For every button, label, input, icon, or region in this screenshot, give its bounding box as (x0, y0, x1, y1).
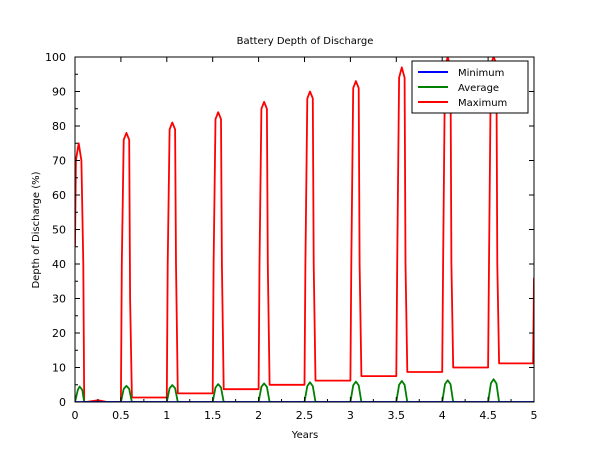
y-tick-label: 0 (59, 396, 66, 409)
series-line-maximum (75, 57, 534, 402)
x-tick-label: 2.5 (296, 409, 314, 422)
axes-layer: 0 0.5 1 1.5 2 2.5 3 3.5 4 4.5 50102030405060708090… (45, 51, 538, 422)
y-tick-label: 30 (52, 293, 66, 306)
y-tick-label: 90 (52, 86, 66, 99)
x-tick-label: 4.5 (479, 409, 497, 422)
x-tick-label: 4 (439, 409, 446, 422)
x-axis-title: Years (291, 430, 318, 441)
series-line-average (75, 378, 534, 402)
plot-layer (75, 57, 534, 402)
y-tick-label: 100 (45, 51, 66, 64)
x-tick-label: 5 (531, 409, 538, 422)
x-tick-label: 1.5 (204, 409, 222, 422)
x-tick-label: 2 (255, 409, 262, 422)
y-tick-label: 40 (52, 258, 66, 271)
y-tick-label: 70 (52, 155, 66, 168)
x-tick-label: 0 (72, 409, 79, 422)
x-tick-label: 3 (347, 409, 354, 422)
legend-label-minimum: Minimum (458, 68, 504, 79)
chart-title: Battery Depth of Discharge (237, 36, 374, 47)
y-tick-label: 60 (52, 189, 66, 202)
y-tick-label: 20 (52, 327, 66, 340)
legend: Minimum Average Maximum (411, 60, 529, 114)
y-axis-title: Depth of Discharge (%) (31, 171, 42, 288)
y-tick-label: 80 (52, 120, 66, 133)
y-tick-label: 10 (52, 362, 66, 375)
x-tick-label: 3.5 (388, 409, 406, 422)
x-tick-label: 1 (163, 409, 170, 422)
y-tick-label: 50 (52, 224, 66, 237)
legend-label-maximum: Maximum (458, 98, 507, 109)
x-tick-label: 0.5 (112, 409, 130, 422)
legend-label-average: Average (458, 83, 499, 94)
